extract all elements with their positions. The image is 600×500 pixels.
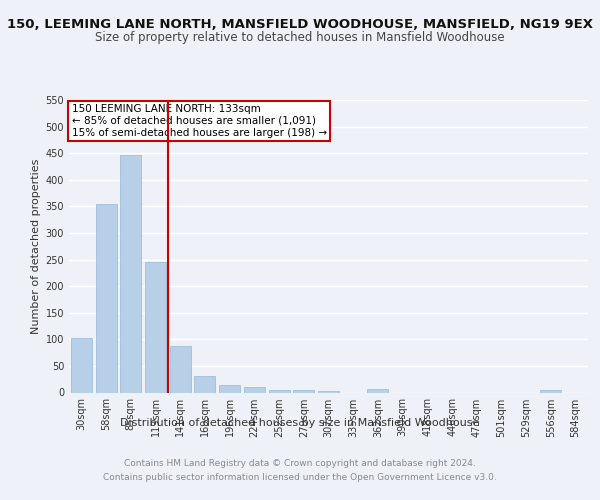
Bar <box>170 346 191 393</box>
Bar <box>71 338 92 392</box>
Bar <box>194 376 215 392</box>
Bar <box>244 387 265 392</box>
Bar <box>95 204 116 392</box>
Bar <box>293 390 314 392</box>
Text: 150, LEEMING LANE NORTH, MANSFIELD WOODHOUSE, MANSFIELD, NG19 9EX: 150, LEEMING LANE NORTH, MANSFIELD WOODH… <box>7 18 593 30</box>
Y-axis label: Number of detached properties: Number of detached properties <box>31 158 41 334</box>
Bar <box>145 262 166 392</box>
Bar <box>541 390 562 392</box>
Text: Contains HM Land Registry data © Crown copyright and database right 2024.: Contains HM Land Registry data © Crown c… <box>124 460 476 468</box>
Bar <box>269 390 290 392</box>
Text: 150 LEEMING LANE NORTH: 133sqm
← 85% of detached houses are smaller (1,091)
15% : 150 LEEMING LANE NORTH: 133sqm ← 85% of … <box>71 104 327 138</box>
Text: Size of property relative to detached houses in Mansfield Woodhouse: Size of property relative to detached ho… <box>95 32 505 44</box>
Text: Contains public sector information licensed under the Open Government Licence v3: Contains public sector information licen… <box>103 474 497 482</box>
Text: Distribution of detached houses by size in Mansfield Woodhouse: Distribution of detached houses by size … <box>121 418 479 428</box>
Bar <box>120 155 141 392</box>
Bar <box>367 390 388 392</box>
Bar <box>219 384 240 392</box>
